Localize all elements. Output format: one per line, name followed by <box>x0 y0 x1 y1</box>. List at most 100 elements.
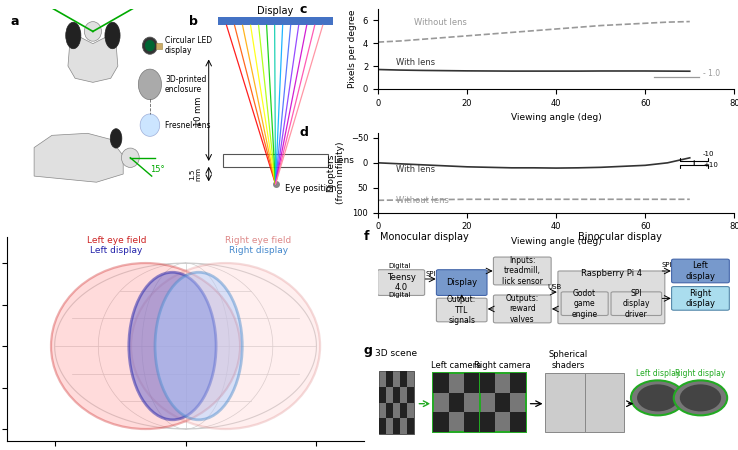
Circle shape <box>145 40 155 51</box>
Text: USB: USB <box>548 284 562 290</box>
Y-axis label: Diopters
(from infinity): Diopters (from infinity) <box>325 142 345 204</box>
Text: Left
display: Left display <box>686 261 715 281</box>
Text: Right display: Right display <box>229 246 288 255</box>
Bar <box>449 393 464 412</box>
Text: f: f <box>364 230 369 243</box>
Text: Monocular display: Monocular display <box>380 232 469 243</box>
Text: Eye position: Eye position <box>286 184 337 193</box>
Text: 3D-printed
enclosure: 3D-printed enclosure <box>165 75 207 94</box>
FancyBboxPatch shape <box>494 257 551 285</box>
Ellipse shape <box>66 22 81 49</box>
Text: Output:
TTL
signals: Output: TTL signals <box>447 295 476 325</box>
Text: b: b <box>189 15 198 28</box>
FancyBboxPatch shape <box>436 298 487 322</box>
Text: g: g <box>364 343 373 356</box>
Text: c: c <box>300 3 307 16</box>
Bar <box>379 371 414 434</box>
FancyBboxPatch shape <box>672 287 729 310</box>
FancyBboxPatch shape <box>378 270 424 296</box>
Text: - 1.0: - 1.0 <box>703 69 720 78</box>
Circle shape <box>637 384 678 411</box>
Ellipse shape <box>110 129 122 148</box>
Bar <box>545 374 584 432</box>
Bar <box>480 374 526 432</box>
Text: Left display: Left display <box>90 246 142 255</box>
Bar <box>379 418 386 434</box>
Bar <box>393 387 400 403</box>
Text: Fresnel lens: Fresnel lens <box>165 121 210 130</box>
Ellipse shape <box>155 272 242 420</box>
Bar <box>379 387 386 403</box>
Text: Display: Display <box>258 6 294 16</box>
Text: Left eye field: Left eye field <box>86 236 146 245</box>
Text: Right
display: Right display <box>686 289 715 308</box>
Bar <box>400 371 407 387</box>
Bar <box>464 374 480 393</box>
Text: Lens: Lens <box>334 156 354 165</box>
Text: SPI: SPI <box>425 270 435 277</box>
Text: Right display: Right display <box>675 369 725 378</box>
Text: +10: +10 <box>703 162 718 168</box>
Text: Teensy
4.0: Teensy 4.0 <box>387 273 415 292</box>
Ellipse shape <box>138 69 162 100</box>
Text: 10 mm: 10 mm <box>193 96 202 126</box>
Text: Outputs:
reward
valves: Outputs: reward valves <box>506 294 539 324</box>
Bar <box>218 17 334 25</box>
Bar <box>433 374 480 432</box>
FancyBboxPatch shape <box>494 295 551 323</box>
Y-axis label: Pixels per degree: Pixels per degree <box>348 10 357 88</box>
Text: Left display: Left display <box>635 369 680 378</box>
FancyBboxPatch shape <box>436 270 487 296</box>
FancyBboxPatch shape <box>558 271 665 324</box>
X-axis label: Viewing angle (deg): Viewing angle (deg) <box>511 113 601 122</box>
FancyBboxPatch shape <box>672 259 729 283</box>
Circle shape <box>140 114 159 136</box>
Bar <box>386 403 393 418</box>
Circle shape <box>674 380 727 415</box>
Text: a: a <box>11 15 19 28</box>
Bar <box>386 371 393 387</box>
Text: Godot
game
engine: Godot game engine <box>572 289 598 319</box>
Text: Right eye field: Right eye field <box>225 236 292 245</box>
Bar <box>407 387 414 403</box>
Bar <box>464 412 480 432</box>
Bar <box>495 393 511 412</box>
Bar <box>480 412 495 432</box>
Text: Spherical
shaders: Spherical shaders <box>549 350 588 369</box>
Circle shape <box>680 384 721 411</box>
Text: Digital: Digital <box>389 263 411 269</box>
X-axis label: Viewing angle (deg): Viewing angle (deg) <box>511 237 601 246</box>
Bar <box>433 412 449 432</box>
Bar <box>223 154 328 166</box>
Bar <box>393 418 400 434</box>
Ellipse shape <box>122 148 139 167</box>
Polygon shape <box>68 36 118 82</box>
Ellipse shape <box>129 272 216 420</box>
Polygon shape <box>34 133 123 182</box>
Text: -10: -10 <box>703 151 714 158</box>
Text: Digital: Digital <box>389 292 411 298</box>
Text: 1.5
mm: 1.5 mm <box>189 167 202 181</box>
Bar <box>511 412 525 432</box>
Circle shape <box>631 380 684 415</box>
Text: With lens: With lens <box>396 58 435 67</box>
Text: SPI
display
driver: SPI display driver <box>623 289 650 319</box>
Bar <box>511 374 525 393</box>
Ellipse shape <box>131 263 320 429</box>
Bar <box>480 374 495 393</box>
Bar <box>156 43 162 49</box>
Bar <box>407 418 414 434</box>
Text: Without lens: Without lens <box>396 196 449 205</box>
Text: Circular LED
display: Circular LED display <box>165 36 213 55</box>
Text: With lens: With lens <box>396 165 435 174</box>
Text: Right camera: Right camera <box>475 360 531 369</box>
Text: SPI: SPI <box>661 262 672 268</box>
Circle shape <box>84 22 101 41</box>
Ellipse shape <box>105 22 120 49</box>
Bar <box>433 374 449 393</box>
Text: Display: Display <box>446 278 477 287</box>
Text: Inputs:
treadmill,
lick sensor: Inputs: treadmill, lick sensor <box>502 256 542 286</box>
Text: Raspberry Pi 4: Raspberry Pi 4 <box>581 269 642 278</box>
Text: 15°: 15° <box>150 165 165 174</box>
Text: d: d <box>300 126 308 140</box>
